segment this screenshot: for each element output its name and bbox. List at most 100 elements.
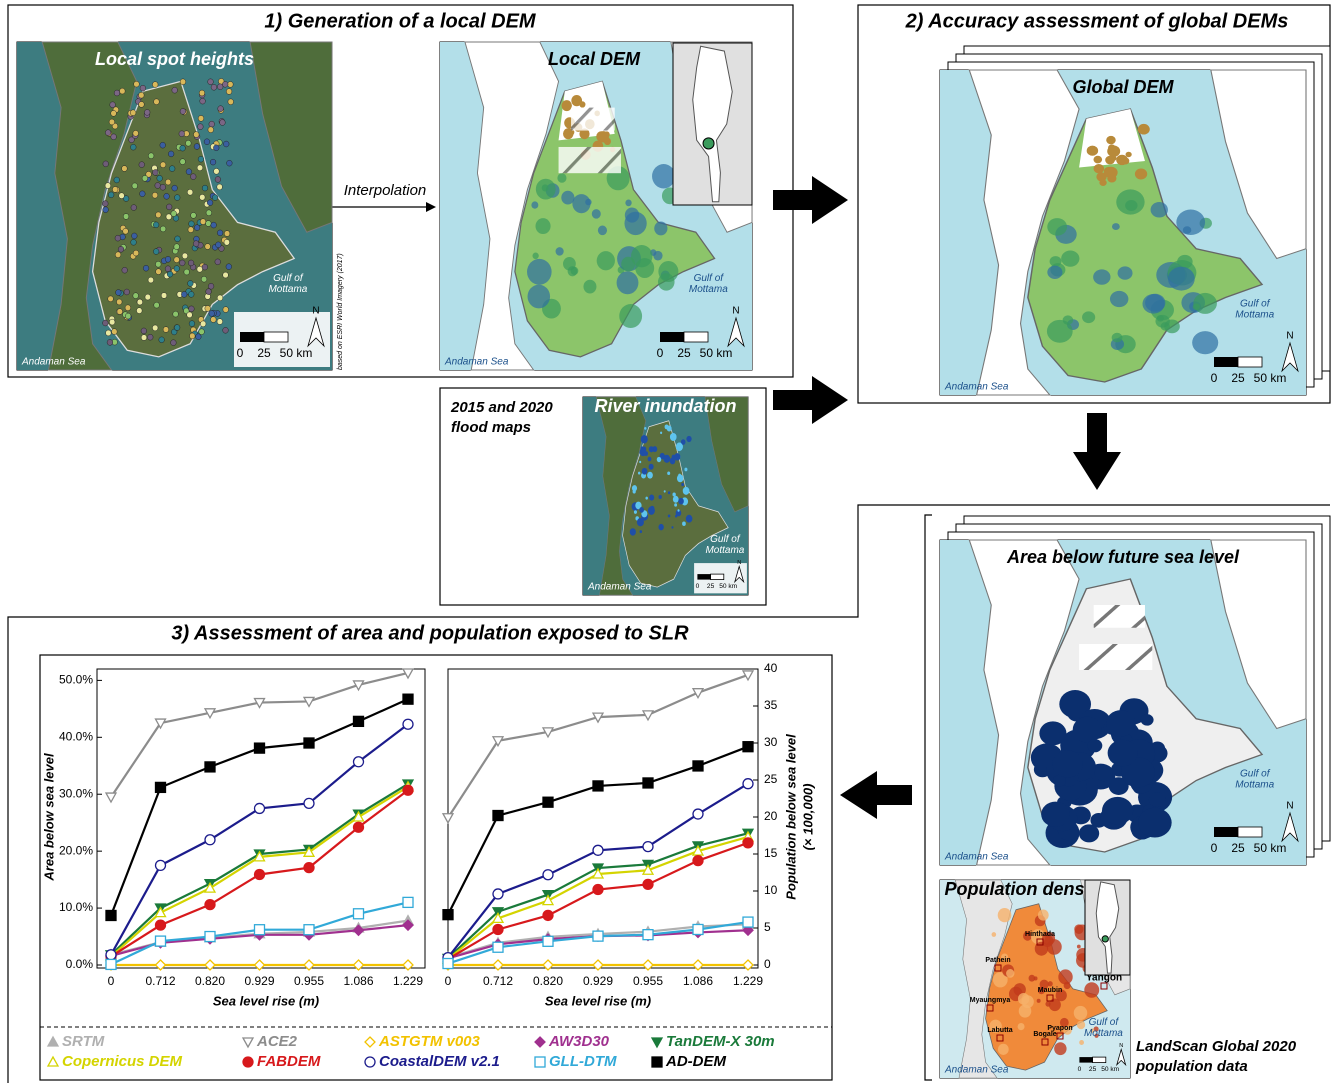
population-cell: [1018, 1004, 1032, 1018]
spot-height: [125, 312, 132, 320]
elevation-patch: [579, 128, 590, 140]
scale-bar: [1214, 827, 1238, 837]
spot-height: [160, 225, 167, 233]
marker: [352, 821, 365, 833]
spot-height: [159, 141, 166, 149]
spot-height: [213, 144, 220, 152]
legend-item: CoastalDEM v2.1: [364, 1053, 500, 1070]
spot-height: [160, 292, 168, 299]
population-cell: [1039, 979, 1049, 990]
spot-height: [155, 268, 162, 275]
legend-label: CoastalDEM v2.1: [379, 1053, 500, 1070]
land: [595, 396, 646, 596]
city-label: Pyapon: [1047, 1025, 1072, 1032]
marker: [46, 1035, 60, 1047]
spot-height: [156, 175, 163, 182]
spot-height: [140, 334, 148, 341]
marker: [204, 930, 216, 943]
spot-height: [217, 83, 224, 90]
x-tick-label: 0.712: [145, 974, 175, 988]
spot-height: [152, 169, 159, 176]
legend-item: AD-DEM: [651, 1053, 726, 1070]
spot-height: [139, 190, 146, 197]
marker: [592, 883, 604, 896]
elevation-patch: [563, 128, 574, 140]
land: [464, 41, 560, 371]
spot-height: [222, 271, 229, 279]
spot-height: [153, 221, 160, 229]
spot-height: [153, 301, 160, 309]
spot-height: [164, 265, 172, 272]
marker: [541, 894, 555, 906]
population-cell: [1054, 1042, 1067, 1056]
flood-area: [640, 434, 648, 444]
spot-height: [200, 320, 207, 328]
spot-height: [102, 200, 109, 207]
legend-label: ASTGTM v003: [378, 1033, 481, 1050]
elevation-patch: [555, 247, 564, 256]
legend-item: TanDEM-X 30m: [650, 1033, 775, 1050]
y-tick-label: 10: [764, 883, 778, 897]
spot-height: [179, 144, 186, 152]
marker: [642, 878, 654, 890]
population-cell: [1017, 1023, 1025, 1031]
elevation-patch: [625, 199, 632, 207]
spot-height: [132, 130, 139, 137]
spot-height: [210, 316, 217, 323]
marker: [402, 919, 414, 932]
elevation-patch: [1112, 223, 1120, 231]
scale-label: 25: [257, 346, 271, 360]
flood-area: [675, 509, 682, 517]
flood-area: [639, 448, 647, 457]
spot-height: [108, 191, 115, 199]
elevation-patch: [652, 164, 676, 189]
flood-area: [677, 509, 680, 512]
population-cell: [1006, 969, 1015, 978]
scale-label: 0: [696, 583, 700, 590]
inundated-area: [1094, 764, 1113, 782]
spot-height: [195, 333, 202, 340]
sea-label: Andaman Sea: [444, 357, 509, 368]
spot-height: [193, 131, 200, 138]
marker: [203, 881, 217, 893]
marker: [542, 796, 554, 808]
land: [1210, 539, 1307, 730]
spot-height: [203, 138, 211, 145]
flood-area: [672, 495, 679, 503]
flood-area: [669, 457, 676, 465]
marker: [154, 718, 167, 730]
elevation-patch: [621, 256, 636, 272]
spot-height: [222, 306, 229, 313]
credit: based on ESRI World Imagery (2017): [337, 253, 344, 370]
marker: [402, 784, 414, 796]
marker: [352, 715, 365, 728]
scale-bar: [1079, 1057, 1093, 1063]
x-tick-label: 0.712: [483, 974, 513, 988]
elevation-patch: [1111, 332, 1123, 343]
flood-area: [637, 471, 641, 475]
spot-height: [118, 192, 125, 199]
spot-height: [174, 194, 181, 201]
flood-area: [639, 530, 643, 534]
gulf-label: Mottama: [1235, 310, 1274, 321]
scale-bar: [1237, 826, 1263, 838]
spot-height: [194, 224, 201, 231]
spot-height: [179, 78, 186, 85]
elevation-patch: [1164, 319, 1180, 334]
marker: [401, 668, 415, 680]
marker: [492, 959, 504, 971]
country: [692, 45, 733, 203]
spot-height: [141, 175, 149, 182]
spot-height: [199, 218, 207, 225]
spot-height: [162, 326, 170, 333]
gulf-label: Gulf of: [1240, 769, 1271, 780]
flood-area: [676, 474, 684, 483]
block-arrow: [840, 771, 912, 819]
spot-height: [212, 194, 219, 201]
land: [249, 41, 333, 233]
flood-area: [680, 439, 686, 445]
flood-area: [641, 467, 648, 475]
flood-area: [658, 523, 664, 531]
marker: [303, 959, 315, 971]
